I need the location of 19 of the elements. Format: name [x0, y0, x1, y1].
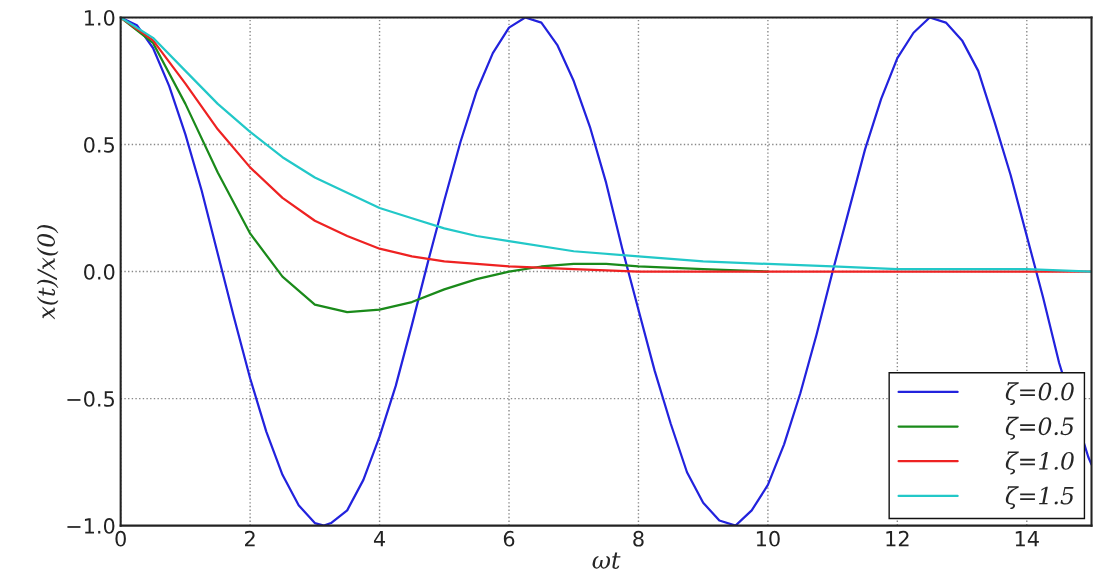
legend-label: ζ=1.0	[1005, 451, 1074, 475]
y-tick-label: 1.0	[84, 9, 115, 26]
x-tick-label: 6	[503, 530, 515, 547]
y-tick-label: −1.0	[67, 518, 115, 534]
x-tick-label: 10	[756, 530, 780, 547]
y-tick-label: 0.0	[84, 264, 115, 280]
legend-label: ζ=0.5	[1005, 416, 1074, 440]
legend-label: ζ=0.0	[1005, 382, 1074, 406]
x-tick-label: 14	[1015, 531, 1039, 547]
y-tick-label: 0.5	[84, 136, 114, 153]
legend-label: ζ=1.5	[1005, 486, 1074, 510]
y-tick-label: −0.5	[67, 391, 114, 407]
y-axis-title: x(t)/x(0)	[36, 225, 59, 320]
x-tick-label: 2	[245, 530, 255, 547]
x-tick-label: 8	[633, 530, 644, 547]
x-tick-label: 0	[115, 530, 126, 547]
x-tick-label: 12	[886, 530, 909, 547]
x-tick-label: 4	[373, 531, 386, 547]
x-axis-title: ωt	[592, 552, 621, 569]
